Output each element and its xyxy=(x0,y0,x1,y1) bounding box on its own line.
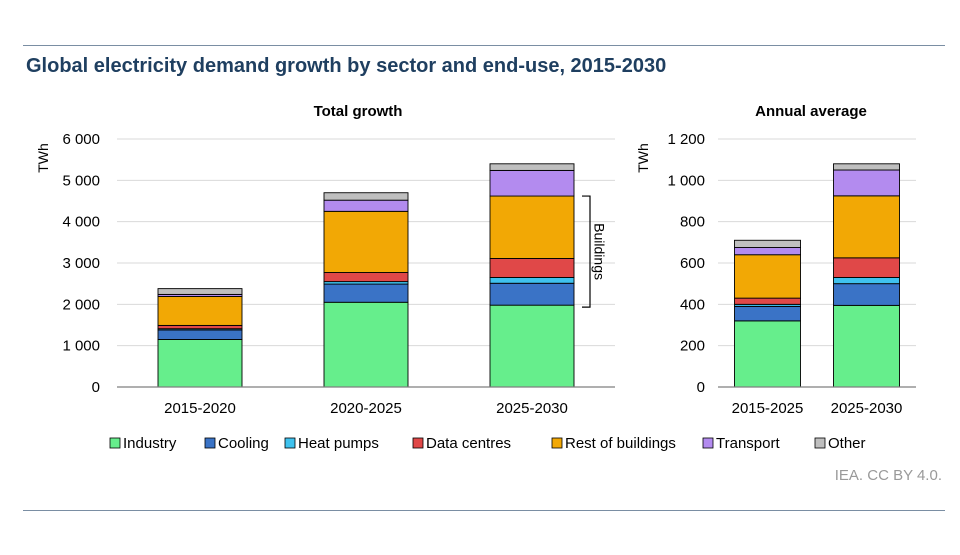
top-rule xyxy=(23,45,945,46)
panel2-bar-rest-of-buildings-2025-2030 xyxy=(833,195,900,259)
panel2-y-tick-label: 800 xyxy=(680,214,705,231)
panel2-y-tick-label: 200 xyxy=(680,338,705,355)
panel2-x-tick-label: 2025-2030 xyxy=(831,400,903,417)
panel1-y-tick-label: 2 000 xyxy=(62,296,100,313)
panel2-y-tick-label: 1 000 xyxy=(667,172,705,189)
panel1-y-axis-label: TWh xyxy=(35,143,51,173)
panel1-bar-other-2015-2020 xyxy=(157,288,243,295)
panel1-bar-data-centres-2025-2030 xyxy=(489,258,575,278)
legend-label-other: Other xyxy=(828,435,866,452)
panel1-y-tick-label: 6 000 xyxy=(62,131,100,148)
buildings-bracket xyxy=(582,195,591,308)
legend-label-transport: Transport xyxy=(716,435,780,452)
panel1-y-tick-label: 4 000 xyxy=(62,214,100,231)
panel1-bar-cooling-2025-2030 xyxy=(489,282,575,306)
panel1-bar-rest-of-buildings-2020-2025 xyxy=(323,210,409,273)
legend-label-cooling: Cooling xyxy=(218,435,269,452)
panel1-bar-cooling-2015-2020 xyxy=(157,329,243,340)
panel1-bar-industry-2025-2030 xyxy=(489,304,575,388)
legend-swatch-transport xyxy=(702,437,714,449)
buildings-annotation: Buildings xyxy=(591,223,607,280)
panel2-x-tick-label: 2015-2025 xyxy=(732,400,804,417)
panel2-y-tick-label: 1 200 xyxy=(667,131,705,148)
legend-swatch-cooling xyxy=(204,437,216,449)
panel2-bar-data-centres-2015-2025 xyxy=(734,297,801,305)
panel1-bar-data-centres-2015-2020 xyxy=(157,324,243,330)
legend-swatch-other xyxy=(814,437,826,449)
panel2-y-axis-label: TWh xyxy=(635,143,651,173)
panel1-bar-other-2025-2030 xyxy=(489,163,575,171)
panel2-bar-transport-2025-2030 xyxy=(833,169,900,197)
panel1-x-tick-label: 2025-2030 xyxy=(496,400,568,417)
chart-title: Global electricity demand growth by sect… xyxy=(26,55,667,77)
panel1-bar-data-centres-2020-2025 xyxy=(323,272,409,283)
panel2-bar-heat-pumps-2025-2030 xyxy=(833,277,900,285)
legend-label-heat-pumps: Heat pumps xyxy=(298,435,379,452)
panel1-y-tick-label: 1 000 xyxy=(62,338,100,355)
panel1-bar-industry-2020-2025 xyxy=(323,301,409,388)
panel2-bar-cooling-2025-2030 xyxy=(833,283,900,306)
panel1-bar-cooling-2020-2025 xyxy=(323,283,409,303)
panel2-y-tick-label: 600 xyxy=(680,255,705,272)
legend-swatch-data-centres xyxy=(412,437,424,449)
panel2-y-tick-label: 0 xyxy=(697,379,705,396)
panel1-bar-industry-2015-2020 xyxy=(157,339,243,388)
panel2-bar-other-2015-2025 xyxy=(734,239,801,248)
panel1-bar-other-2020-2025 xyxy=(323,192,409,201)
panel2-bar-industry-2025-2030 xyxy=(833,304,900,388)
panel1-x-tick-label: 2020-2025 xyxy=(330,400,402,417)
legend-label-rest-of-buildings: Rest of buildings xyxy=(565,435,676,452)
panel2-bar-transport-2015-2025 xyxy=(734,247,801,256)
panel1-title: Total growth xyxy=(314,103,403,120)
panel2-bar-data-centres-2025-2030 xyxy=(833,257,900,278)
bottom-rule xyxy=(23,510,945,511)
panel1-bar-transport-2025-2030 xyxy=(489,169,575,197)
legend-swatch-industry xyxy=(109,437,121,449)
panel2-bar-other-2025-2030 xyxy=(833,163,900,171)
panel2-title: Annual average xyxy=(755,103,867,120)
legend-label-data-centres: Data centres xyxy=(426,435,511,452)
panel1-bar-rest-of-buildings-2025-2030 xyxy=(489,195,575,259)
panel1-y-tick-label: 5 000 xyxy=(62,172,100,189)
panel1-x-tick-label: 2015-2020 xyxy=(164,400,236,417)
panel2-bar-industry-2015-2025 xyxy=(734,320,801,388)
panel1-y-tick-label: 3 000 xyxy=(62,255,100,272)
panel1-bar-transport-2020-2025 xyxy=(323,199,409,212)
legend-swatch-rest-of-buildings xyxy=(551,437,563,449)
panel2-bar-cooling-2015-2025 xyxy=(734,305,801,322)
legend-swatch-heat-pumps xyxy=(284,437,296,449)
source-credit: IEA. CC BY 4.0. xyxy=(834,467,942,484)
panel2-y-tick-label: 400 xyxy=(680,296,705,313)
panel1-y-tick-label: 0 xyxy=(92,379,100,396)
panel1-bar-rest-of-buildings-2015-2020 xyxy=(157,296,243,326)
legend-label-industry: Industry xyxy=(123,435,177,452)
panel1-bar-heat-pumps-2025-2030 xyxy=(489,277,575,284)
panel2-bar-rest-of-buildings-2015-2025 xyxy=(734,254,801,299)
